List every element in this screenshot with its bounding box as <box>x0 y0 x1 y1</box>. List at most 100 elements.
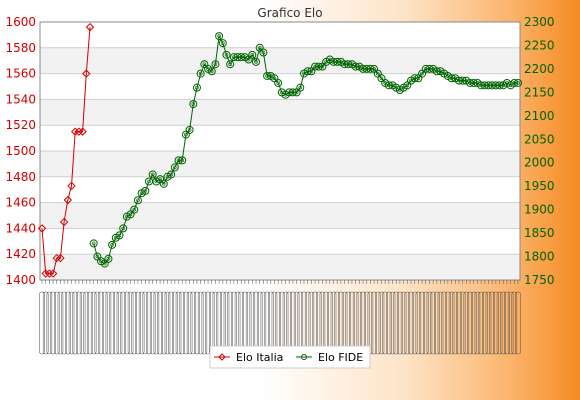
data-point-elo-fide-inner <box>173 165 177 170</box>
x-tick-label-glyph <box>323 291 329 355</box>
x-tick-label-glyph <box>212 291 219 355</box>
plot-band <box>40 254 520 280</box>
data-point-elo-fide <box>148 170 157 179</box>
x-tick-label-glyph <box>271 291 278 355</box>
x-tick-label-glyph <box>297 291 304 355</box>
x-tick-label-glyph <box>482 291 488 355</box>
data-point-elo-fide <box>222 50 231 59</box>
data-point-elo-fide <box>89 239 98 248</box>
x-tick-label-glyph <box>68 291 75 355</box>
x-tick-label-glyph <box>164 291 171 355</box>
data-point-elo-fide-inner <box>106 257 111 261</box>
x-tick-label-glyph <box>441 291 447 355</box>
data-point-elo-fide <box>333 57 342 66</box>
data-point-elo-fide <box>248 50 257 59</box>
data-point-elo-fide-inner <box>184 132 188 137</box>
x-tick-label-glyph <box>124 291 130 355</box>
x-tick-label-glyph <box>161 291 167 355</box>
data-point-elo-fide <box>410 74 419 83</box>
y-right-tick-label: 1850 <box>524 226 555 240</box>
data-point-elo-fide-inner <box>228 62 232 67</box>
data-point-elo-italia <box>78 127 87 136</box>
x-tick-label-glyph <box>208 291 215 355</box>
legend-label-elo-fide: Elo FIDE <box>318 351 363 364</box>
x-tick-label-glyph <box>290 291 296 355</box>
x-tick-label-glyph <box>116 291 123 355</box>
data-point-elo-fide <box>495 81 504 90</box>
x-tick-label-glyph <box>493 291 499 355</box>
y-right-tick-label: 2200 <box>524 62 555 76</box>
data-point-elo-fide-inner <box>272 76 277 81</box>
x-tick-label-glyph <box>105 291 112 355</box>
x-tick-label-glyph <box>315 291 322 355</box>
legend-marker-elo-italia <box>218 353 226 361</box>
x-tick-label-glyph <box>142 291 149 355</box>
data-point-elo-fide-inner <box>213 62 218 67</box>
data-point-elo-fide-inner <box>261 50 266 55</box>
x-tick-label-glyph <box>371 291 377 355</box>
data-point-elo-fide-inner <box>147 179 151 184</box>
x-tick-label-glyph <box>445 291 451 355</box>
data-point-elo-fide-inner <box>143 189 148 193</box>
chart-title: Grafico Elo <box>257 6 322 20</box>
y-right-tick-label: 1800 <box>524 250 555 264</box>
x-tick-label-glyph <box>175 291 182 355</box>
x-tick-label-glyph <box>511 291 518 355</box>
x-tick-label-glyph <box>131 291 137 355</box>
data-point-elo-fide-inner <box>191 102 196 106</box>
x-tick-label-glyph <box>138 291 145 355</box>
data-point-elo-italia <box>82 69 91 78</box>
x-tick-label-glyph <box>478 291 484 355</box>
plot-band <box>40 47 520 74</box>
x-tick-label-glyph <box>157 291 163 355</box>
y-right-tick-label: 2000 <box>524 156 555 170</box>
data-point-elo-fide <box>174 156 183 165</box>
y-left-tick-label: 1480 <box>5 170 36 184</box>
x-tick-label-glyph <box>448 291 455 355</box>
x-tick-label-glyph <box>363 291 370 355</box>
data-point-elo-fide <box>469 78 478 87</box>
x-tick-label-glyph <box>282 291 289 355</box>
x-tick-label-glyph <box>341 291 348 355</box>
data-point-elo-fide <box>510 78 519 87</box>
data-point-elo-fide <box>458 76 467 85</box>
x-tick-label-glyph <box>76 291 82 355</box>
x-tick-label-glyph <box>249 291 256 355</box>
data-point-elo-fide <box>141 186 150 195</box>
data-point-elo-fide-inner <box>254 60 258 64</box>
data-point-elo-fide-inner <box>95 254 100 259</box>
data-point-elo-fide <box>108 240 117 249</box>
x-tick-label-glyph <box>205 291 211 355</box>
plot-band <box>40 151 520 177</box>
data-point-elo-italia <box>71 127 80 136</box>
y-left-tick-label: 1460 <box>5 196 36 210</box>
data-point-elo-fide <box>296 83 305 92</box>
data-point-elo-fide-inner <box>250 53 255 57</box>
y-left-tick-label: 1500 <box>5 144 36 158</box>
y-left-tick-label: 1520 <box>5 118 36 132</box>
data-point-elo-fide-inner <box>516 81 520 85</box>
x-tick-label-glyph <box>459 291 466 355</box>
x-tick-label-glyph <box>345 291 352 355</box>
data-point-elo-fide <box>218 39 227 48</box>
x-tick-label-glyph <box>149 291 156 355</box>
x-tick-label-glyph <box>65 291 71 355</box>
data-point-elo-fide <box>259 48 268 57</box>
data-point-elo-fide-inner <box>121 226 125 231</box>
legend-marker-elo-fide <box>301 354 307 360</box>
data-point-elo-fide-inner <box>405 83 410 88</box>
data-point-elo-fide <box>263 71 272 80</box>
data-point-elo-fide-inner <box>136 198 140 203</box>
data-point-elo-fide <box>192 83 201 92</box>
data-point-elo-fide-inner <box>221 41 225 45</box>
data-point-elo-fide <box>130 205 139 214</box>
x-tick-label-glyph <box>293 291 300 355</box>
data-point-elo-fide <box>237 53 246 62</box>
x-tick-label-glyph <box>338 291 344 355</box>
x-tick-label-glyph <box>404 291 411 355</box>
x-tick-label-glyph <box>109 291 115 355</box>
data-point-elo-fide-inner <box>217 34 221 38</box>
data-point-elo-fide <box>384 81 393 90</box>
data-point-elo-fide <box>432 67 441 76</box>
data-point-elo-italia <box>37 224 47 233</box>
